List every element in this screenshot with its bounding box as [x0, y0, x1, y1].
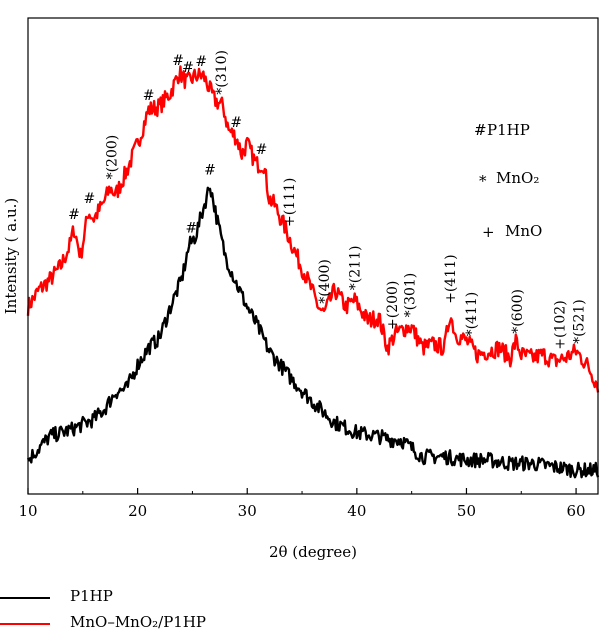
x-tick-label-30: 30	[238, 502, 257, 520]
peak-label-16: *(411)	[464, 292, 480, 337]
peak-marker-3: #	[143, 88, 155, 104]
peak-marker-21: #	[204, 163, 216, 179]
peak-label-10: +(111)	[282, 178, 298, 227]
x-tick-label-60: 60	[567, 502, 586, 520]
xrd-chart: ##*(200)### # *(310)##+(111)*(400) *(211)+(…	[2, 17, 600, 561]
legend-swatch-p1hp	[0, 597, 50, 599]
peak-annotation-layer: ##*(200)### # *(310)##+(111)*(400) *(211)+(…	[68, 50, 587, 350]
phase-key-symbol-1: #	[474, 121, 487, 139]
phase-key-symbol-3: +	[482, 223, 495, 241]
peak-marker-4: #	[172, 53, 184, 69]
y-axis-title: Intensity ( a.u.)	[2, 198, 20, 315]
plot-frame	[27, 17, 599, 495]
peak-label-2: *(200)	[104, 135, 120, 180]
peak-marker-9: #	[256, 142, 268, 158]
peak-label-11: *(400)	[317, 259, 333, 304]
phase-key: # P1HP * MnO₂ + MnO	[474, 121, 542, 241]
series-layer	[26, 65, 600, 479]
peak-marker-1: #	[84, 191, 96, 207]
peak-label-13: +(200)	[385, 281, 401, 330]
legend-item-composite: MnO–MnO₂/P1HP	[0, 611, 300, 637]
peak-label-7: *(310)	[214, 50, 230, 95]
series-line-composite	[26, 65, 600, 393]
series-line-p1hp	[26, 186, 600, 479]
x-tick-label-50: 50	[457, 502, 476, 520]
phase-key-label-3: MnO	[505, 222, 542, 240]
peak-marker-5: #	[182, 60, 194, 76]
peak-marker-0: #	[68, 207, 80, 223]
peak-marker-20: #	[185, 220, 197, 236]
series-legend: P1HP MnO–MnO₂/P1HP	[0, 585, 300, 637]
legend-label-composite: MnO–MnO₂/P1HP	[70, 613, 207, 631]
x-tick-label-10: 10	[18, 502, 37, 520]
x-tick-label-40: 40	[347, 502, 366, 520]
peak-label-18: +(102)	[553, 300, 569, 349]
legend-item-p1hp: P1HP	[0, 585, 300, 611]
peak-label-17: *(600)	[510, 289, 526, 334]
peak-marker-6: #	[195, 54, 207, 70]
x-tick-label-20: 20	[128, 502, 147, 520]
peak-label-15: +(411)	[443, 254, 459, 303]
peak-marker-8: #	[230, 115, 242, 131]
phase-key-label-2: MnO₂	[496, 169, 539, 187]
phase-key-symbol-2: *	[479, 172, 487, 190]
peak-label-12: *(211)	[348, 246, 364, 291]
peak-label-19: *(521)	[571, 299, 587, 344]
x-tick-layer: 10 20 30 40 50 60	[18, 488, 586, 520]
peak-label-14: *(301)	[403, 273, 419, 318]
legend-label-p1hp: P1HP	[70, 587, 113, 605]
legend-swatch-composite	[0, 623, 50, 625]
phase-key-label-1: P1HP	[487, 121, 530, 139]
x-axis-title: 2θ (degree)	[269, 543, 357, 561]
